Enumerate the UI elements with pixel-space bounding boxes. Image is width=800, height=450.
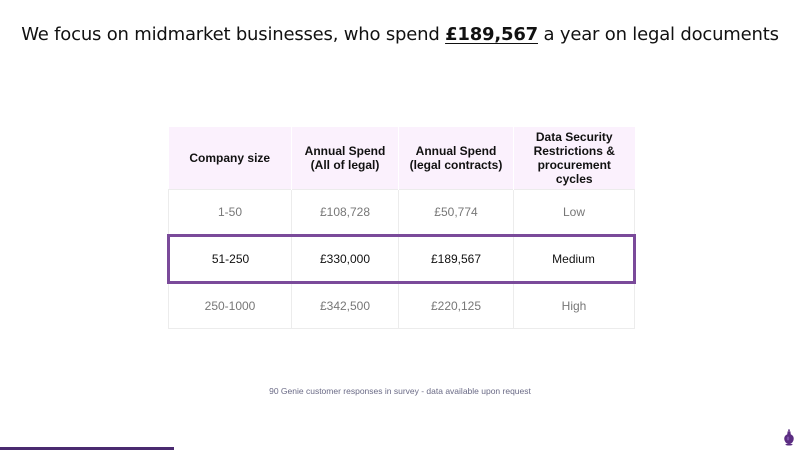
header-company-size: Company size	[168, 127, 292, 190]
headline-emphasis-amount: £189,567	[445, 24, 538, 45]
genie-lamp-icon	[784, 429, 794, 446]
table-row-highlighted: 51-250 £330,000 £189,567 Medium	[167, 234, 636, 284]
cell-annual-spend-all: £330,000	[291, 234, 399, 284]
slide-headline: We focus on midmarket businesses, who sp…	[0, 24, 800, 45]
cell-company-size: 250-1000	[168, 282, 292, 329]
cell-company-size: 51-250	[167, 234, 292, 284]
cell-annual-spend-contracts: £189,567	[398, 234, 514, 284]
survey-footnote: 90 Genie customer responses in survey - …	[269, 386, 531, 396]
header-annual-spend-all-legal: Annual Spend (All of legal)	[291, 127, 399, 190]
table-row: 1-50 £108,728 £50,774 Low	[168, 189, 635, 236]
header-annual-spend-legal-contracts: Annual Spend (legal contracts)	[398, 127, 514, 190]
cell-data-security: Low	[513, 189, 635, 236]
cell-annual-spend-contracts: £50,774	[398, 189, 514, 236]
cell-annual-spend-all: £342,500	[291, 282, 399, 329]
headline-text-after: a year on legal documents	[538, 24, 779, 45]
cell-annual-spend-all: £108,728	[291, 189, 399, 236]
bottom-accent-bar	[0, 447, 174, 450]
cell-data-security: Medium	[513, 234, 636, 284]
table-row: 250-1000 £342,500 £220,125 High	[168, 282, 635, 329]
headline-text-before: We focus on midmarket businesses, who sp…	[21, 24, 446, 45]
cell-annual-spend-contracts: £220,125	[398, 282, 514, 329]
cell-data-security: High	[513, 282, 635, 329]
spend-table: Company size Annual Spend (All of legal)…	[167, 127, 636, 329]
spend-table-container: Company size Annual Spend (All of legal)…	[167, 127, 636, 329]
cell-company-size: 1-50	[168, 189, 292, 236]
header-data-security: Data Security Restrictions & procurement…	[513, 127, 635, 190]
table-header-row: Company size Annual Spend (All of legal)…	[168, 127, 635, 190]
